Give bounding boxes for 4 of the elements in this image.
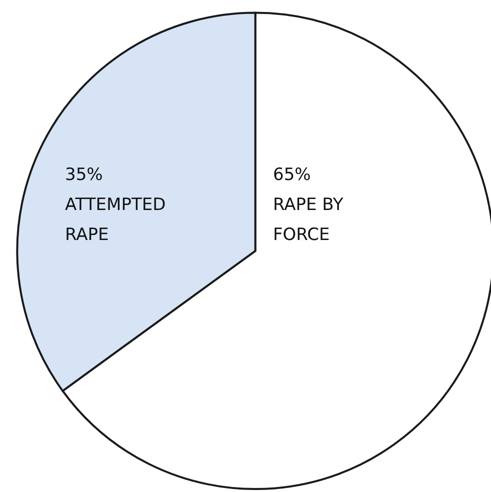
- data-label: 35%: [65, 165, 103, 185]
- slice-label: ATTEMPTED RAPE: [65, 195, 172, 245]
- slice-label: RAPE BY FORCE: [273, 195, 349, 245]
- data-label: 65%: [273, 165, 311, 185]
